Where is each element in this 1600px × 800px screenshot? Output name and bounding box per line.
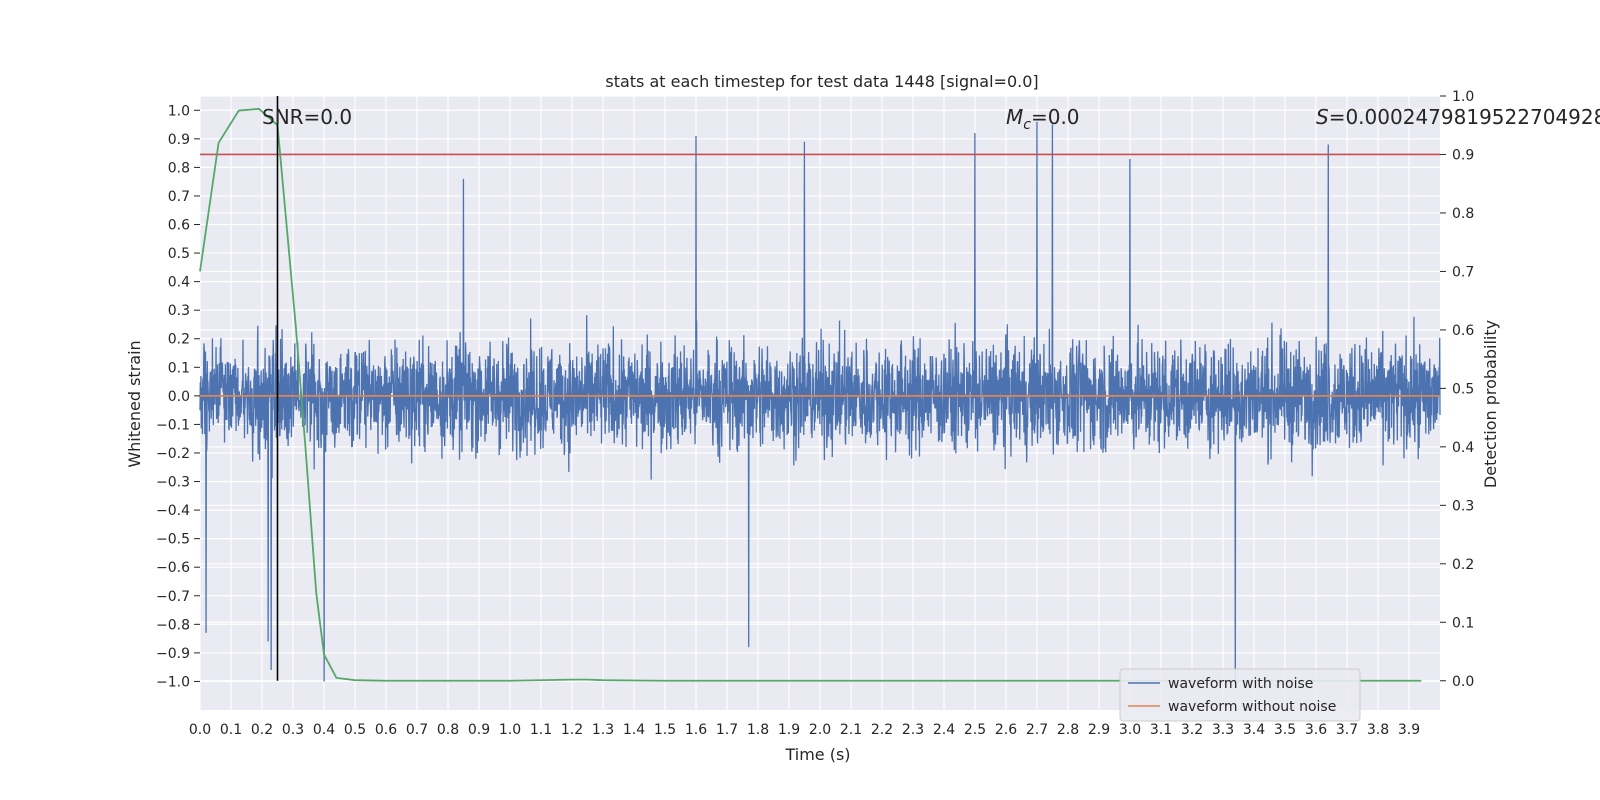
y-tick-label: 0.9: [168, 132, 190, 148]
y-tick-label: 0.6: [168, 218, 190, 234]
annotation-mc-value: =0.0: [1031, 105, 1080, 129]
x-tick-label: 3.6: [1305, 722, 1327, 738]
x-tick-label: 2.5: [964, 722, 986, 738]
y2-tick-label: 0.4: [1452, 440, 1474, 456]
x-tick-label: 0.4: [313, 722, 335, 738]
x-tick-label: 3.3: [1212, 722, 1234, 738]
x-tick-label: 2.4: [933, 722, 955, 738]
x-tick-label: 0.6: [375, 722, 397, 738]
y2-tick-label: 0.8: [1452, 206, 1474, 222]
x-tick-label: 0.3: [282, 722, 304, 738]
x-tick-label: 1.1: [530, 722, 552, 738]
y-tick-label: 0.5: [168, 246, 190, 262]
y2-tick-label: 1.0: [1452, 89, 1474, 105]
noise-line: [199, 121, 1441, 688]
x-tick-label: 3.2: [1181, 722, 1203, 738]
series-detection-probability: [199, 107, 1422, 682]
x-tick-label: 2.3: [902, 722, 924, 738]
x-tick-label: 3.5: [1274, 722, 1296, 738]
y-tick-label: −0.2: [156, 446, 190, 462]
probability-line: [199, 107, 1422, 682]
y2-axis-title: Detection probability: [1481, 320, 1500, 488]
annotation-s: S=0.00024798195227049286: [1316, 105, 1600, 129]
x-tick-label: 2.1: [840, 722, 862, 738]
x-axis-title: Time (s): [784, 745, 850, 764]
annotation-snr: SNR=0.0: [262, 105, 352, 129]
x-axis-ticks: 0.0 0.1 0.2 0.3 0.4 0.5 0.6 0.7 0.8 0.9 1.0 1.1 1.2 1…: [189, 722, 1420, 738]
y-tick-label: 0.1: [168, 360, 190, 376]
y-axis-ticks: 1.0 0.9 0.8 0.7 0.6 0.5 0.4 0.3 0.2 0.1 0.0 −0.1 −0.…: [156, 103, 200, 690]
x-tick-label: 1.8: [747, 722, 769, 738]
x-tick-label: 1.0: [499, 722, 521, 738]
x-tick-label: 1.4: [623, 722, 645, 738]
legend: waveform with noise waveform without noi…: [1119, 668, 1361, 722]
y2-axis-ticks: 1.0 0.9 0.8 0.7 0.6 0.5 0.4 0.3 0.2 0.1 0.0: [1440, 89, 1474, 690]
x-tick-label: 0.8: [437, 722, 459, 738]
y-tick-label: 0.3: [168, 303, 190, 319]
y2-tick-label: 0.9: [1452, 147, 1474, 163]
y2-tick-label: 0.7: [1452, 264, 1474, 280]
y2-tick-label: 0.3: [1452, 498, 1474, 514]
y-tick-label: 0.2: [168, 332, 190, 348]
x-tick-label: 1.9: [778, 722, 800, 738]
y-tick-label: −0.3: [156, 475, 190, 491]
x-tick-label: 3.1: [1150, 722, 1172, 738]
annotation-s-symbol: S: [1316, 105, 1329, 129]
x-tick-label: 2.7: [1026, 722, 1048, 738]
y-tick-label: −0.8: [156, 617, 190, 633]
x-tick-label: 0.1: [220, 722, 242, 738]
x-tick-label: 3.0: [1119, 722, 1141, 738]
x-tick-label: 0.2: [251, 722, 273, 738]
y-tick-label: 0.7: [168, 189, 190, 205]
y-tick-label: −0.4: [156, 503, 190, 519]
x-tick-label: 0.9: [468, 722, 490, 738]
annotation-mc: Mc=0.0: [1006, 105, 1080, 133]
x-tick-label: 0.0: [189, 722, 211, 738]
x-tick-label: 2.8: [1057, 722, 1079, 738]
legend-label-clean: waveform without noise: [1168, 699, 1336, 715]
y2-tick-label: 0.2: [1452, 557, 1474, 573]
y-tick-label: −1.0: [156, 674, 190, 690]
y-tick-label: −0.6: [156, 560, 190, 576]
y2-tick-label: 0.6: [1452, 323, 1474, 339]
x-tick-label: 2.6: [995, 722, 1017, 738]
legend-label-noise: waveform with noise: [1168, 676, 1313, 692]
x-tick-label: 2.0: [809, 722, 831, 738]
x-tick-label: 1.5: [654, 722, 676, 738]
y-tick-label: −0.1: [156, 417, 190, 433]
x-tick-label: 1.3: [592, 722, 614, 738]
x-tick-label: 3.4: [1243, 722, 1265, 738]
y2-tick-label: 0.1: [1452, 615, 1474, 631]
x-tick-label: 3.8: [1367, 722, 1389, 738]
y2-tick-label: 0.5: [1452, 381, 1474, 397]
annotation-s-value: =0.00024798195227049286: [1329, 105, 1600, 129]
legend-box: [1119, 668, 1361, 722]
y-tick-label: 0.4: [168, 275, 190, 291]
series-waveform-with-noise: [199, 121, 1441, 688]
y-tick-label: 1.0: [168, 103, 190, 119]
y-tick-label: −0.9: [156, 646, 190, 662]
x-tick-label: 1.2: [561, 722, 583, 738]
y-tick-label: −0.5: [156, 532, 190, 548]
x-tick-label: 2.2: [871, 722, 893, 738]
y-tick-label: −0.7: [156, 589, 190, 605]
y-axis-title: Whitened strain: [125, 340, 144, 467]
x-tick-label: 2.9: [1088, 722, 1110, 738]
x-tick-label: 0.5: [344, 722, 366, 738]
x-tick-label: 3.9: [1398, 722, 1420, 738]
chart-title: stats at each timestep for test data 144…: [605, 72, 1038, 91]
y-tick-label: 0.8: [168, 160, 190, 176]
annotation-mc-sub: c: [1023, 117, 1031, 133]
y-tick-label: 0.0: [168, 389, 190, 405]
annotation-mc-symbol: M: [1006, 105, 1023, 129]
y2-tick-label: 0.0: [1452, 674, 1474, 690]
x-tick-label: 3.7: [1336, 722, 1358, 738]
x-tick-label: 1.7: [716, 722, 738, 738]
x-tick-label: 0.7: [406, 722, 428, 738]
x-tick-label: 1.6: [685, 722, 707, 738]
